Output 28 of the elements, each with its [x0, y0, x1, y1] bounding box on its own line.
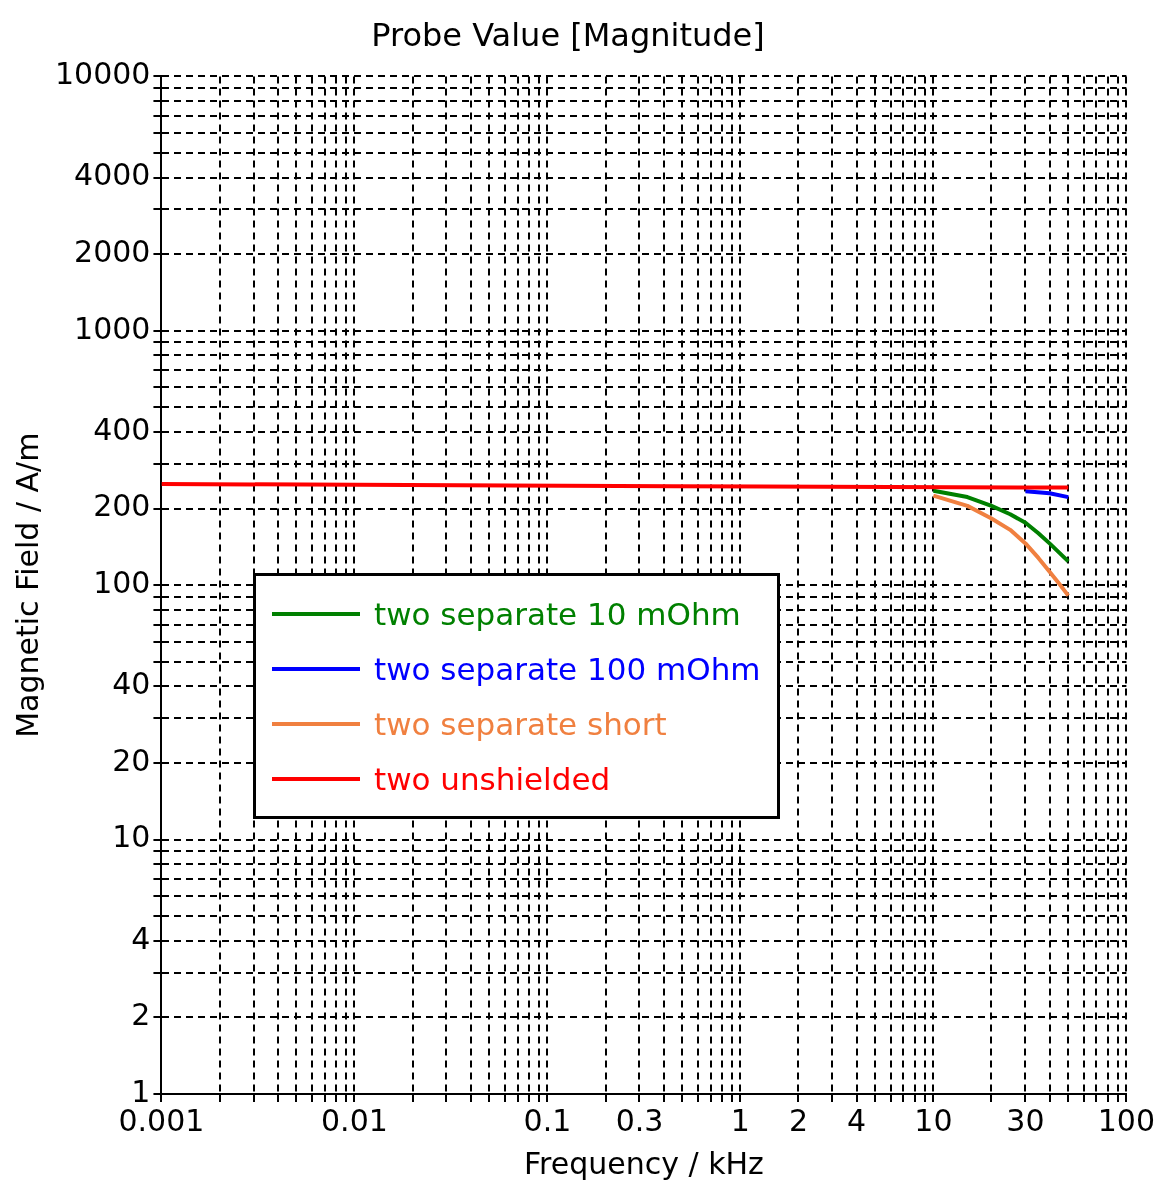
- chart-title: Probe Value [Magnitude]: [371, 15, 765, 54]
- x-tick-label: 4: [847, 1102, 867, 1138]
- y-tick-label: 200: [93, 488, 151, 524]
- x-tick-label: 0.1: [523, 1102, 572, 1138]
- legend-label: two separate short: [374, 705, 667, 742]
- y-tick-label: 100: [93, 565, 151, 600]
- y-tick-label: 4: [131, 920, 151, 956]
- y-tick-label: 1000: [74, 310, 151, 346]
- legend-label: two separate 100 mOhm: [374, 650, 761, 687]
- y-tick-label: 2000: [74, 234, 151, 270]
- x-axis-title: Frequency / kHz: [523, 1145, 764, 1181]
- x-tick-label: 30: [1006, 1102, 1045, 1138]
- y-tick-label: 10: [112, 819, 151, 855]
- y-tick-label: 20: [112, 742, 151, 778]
- y-tick-label: 4000: [74, 157, 151, 193]
- x-tick-label: 1: [730, 1102, 750, 1138]
- x-tick-label: 0.3: [615, 1102, 664, 1138]
- y-axis-title: Magnetic Field / A/m: [9, 432, 45, 738]
- x-tick-label: 10: [914, 1102, 953, 1138]
- legend-label: two unshielded: [374, 760, 611, 797]
- x-tick-label: 0.01: [321, 1102, 388, 1138]
- x-tick-label: 100: [1097, 1102, 1155, 1138]
- y-tick-label: 2: [131, 997, 151, 1033]
- legend-label: two separate 10 mOhm: [374, 595, 741, 632]
- x-tick-label: 2: [788, 1102, 809, 1138]
- y-tick-label: 10000: [55, 56, 151, 92]
- y-tick-label: 40: [112, 666, 151, 702]
- y-tick-label: 400: [93, 411, 151, 447]
